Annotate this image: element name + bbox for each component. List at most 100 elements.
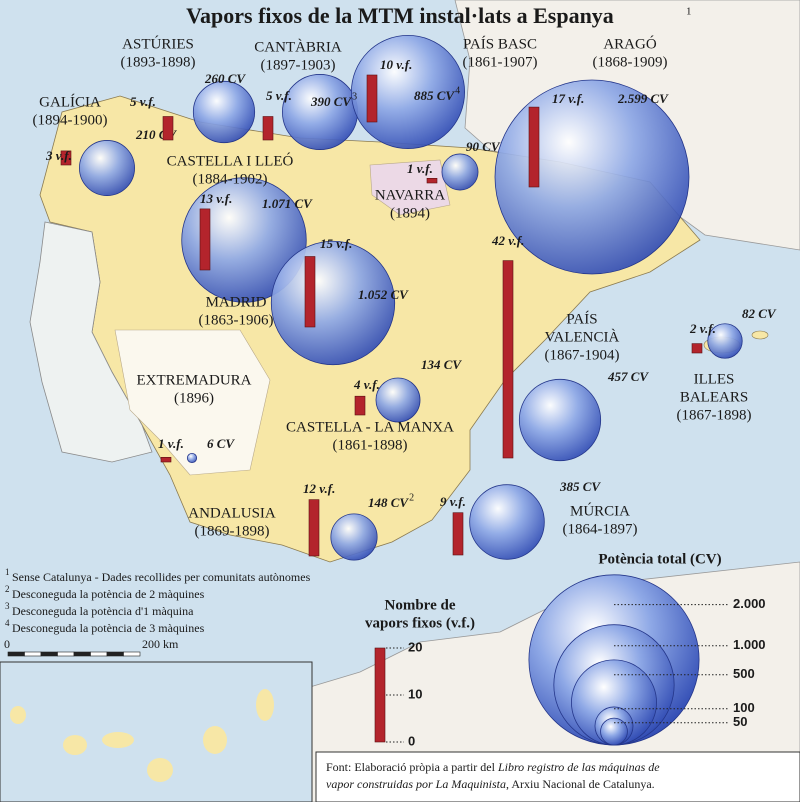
legend-bar — [374, 647, 386, 743]
power-circle — [707, 323, 743, 359]
region-name: MADRID — [206, 294, 267, 310]
region-years: (1869-1898) — [195, 523, 270, 539]
power-circle — [330, 513, 378, 561]
extremadura-area — [114, 329, 271, 476]
title: Vapors fixos de la MTM instal·lats a Esp… — [186, 3, 614, 28]
region-name: NAVARRA — [375, 187, 445, 203]
engine-bar — [60, 150, 72, 166]
cv-note: 2 — [409, 492, 414, 503]
engine-bar — [308, 499, 320, 557]
cv-label: 82 CV — [742, 306, 777, 321]
cv-label: 134 CV — [421, 357, 462, 372]
region-name: ILLES — [694, 371, 735, 387]
region-name: VALENCIÀ — [545, 328, 620, 345]
scale-segment — [40, 651, 58, 657]
vf-legend-title: Nombre de — [385, 597, 456, 613]
cv-label: 260 CV — [204, 71, 246, 86]
region-name: ANDALUSIA — [188, 505, 276, 521]
source-line: vapor construidas por La Maquinista, Arx… — [326, 777, 655, 791]
power-circle — [469, 484, 545, 560]
engine-bar — [452, 512, 464, 556]
region-name: BALEARS — [680, 389, 748, 405]
power-circle — [375, 377, 421, 423]
legend-circle — [600, 717, 628, 746]
footnote: Desconeguda la potència de 2 màquines — [12, 587, 205, 601]
region-years: (1867-1904) — [545, 347, 620, 363]
region-years: (1893-1898) — [121, 54, 196, 70]
region-name: CASTELLA - LA MANXA — [286, 419, 454, 435]
power-circle — [494, 79, 690, 275]
scale-segment — [57, 651, 75, 657]
island — [751, 330, 769, 340]
vf-legend-title: vapors fixos (v.f.) — [365, 615, 475, 631]
island — [63, 735, 87, 755]
vf-label: 5 v.f. — [130, 94, 156, 109]
title-note: 1 — [686, 6, 692, 18]
region-years: (1864-1897) — [563, 521, 638, 537]
vf-label: 3 v.f. — [45, 148, 72, 163]
region-name: CANTÀBRIA — [254, 38, 342, 55]
cv-label: 1.071 CV — [262, 196, 313, 211]
region-name: ASTÚRIES — [122, 35, 194, 52]
region-years: (1896) — [174, 390, 214, 406]
vf-label: 2 v.f. — [689, 321, 716, 336]
footnote-mark: 3 — [5, 601, 10, 611]
engine-bar — [199, 208, 211, 271]
region-years: (1867-1898) — [677, 407, 752, 423]
region-name: CASTELLA I LLEÓ — [167, 152, 294, 169]
scale-segment — [24, 651, 42, 657]
power-circle — [518, 378, 602, 462]
portugal — [29, 221, 153, 463]
engine-bar — [354, 395, 366, 416]
region-name: PAÍS — [566, 310, 597, 327]
power-circle — [79, 140, 135, 196]
vf-label: 15 v.f. — [320, 236, 352, 251]
navarra-area — [369, 159, 451, 216]
cv-tick-label: 1.000 — [733, 637, 766, 652]
cv-label: 885 CV — [414, 88, 455, 103]
vf-label: 12 v.f. — [303, 481, 335, 496]
region-years: (1894-1900) — [33, 112, 108, 128]
source-part: vapor construidas por La Maquinista — [326, 777, 506, 791]
power-circle — [350, 34, 466, 150]
island — [203, 726, 227, 754]
source-box — [315, 751, 800, 802]
cv-note: 3 — [352, 91, 357, 102]
source-part: Libro registro de las máquinas de — [497, 760, 660, 774]
region-name: EXTREMADURA — [137, 372, 252, 388]
power-circle — [270, 240, 396, 366]
region-years: (1868-1909) — [593, 54, 668, 70]
engine-bar — [502, 260, 514, 459]
island — [147, 758, 173, 782]
vf-label: 17 v.f. — [552, 91, 584, 106]
source-part: , Arxiu Nacional de Catalunya. — [506, 777, 655, 791]
engine-bar — [366, 74, 378, 123]
cv-label: 148 CV — [368, 495, 409, 510]
cv-tick-label: 500 — [733, 666, 755, 681]
region-name: PAÍS BASC — [463, 35, 537, 52]
footnote-mark: 2 — [5, 584, 10, 594]
scale-end: 200 km — [142, 637, 179, 651]
vf-label: 5 v.f. — [266, 88, 292, 103]
engine-bar — [528, 106, 540, 188]
vf-label: 42 v.f. — [491, 233, 524, 248]
power-circle — [441, 153, 479, 191]
cv-legend-title: Potència total (CV) — [598, 551, 721, 567]
vf-tick-label: 10 — [408, 686, 422, 701]
cv-label: 457 CV — [607, 369, 649, 384]
vf-tick-label: 0 — [408, 733, 415, 748]
power-circle — [192, 80, 256, 144]
cv-tick-label: 50 — [733, 714, 747, 729]
engine-bar — [304, 256, 316, 328]
vf-label: 4 v.f. — [353, 377, 380, 392]
engine-bar — [262, 116, 274, 141]
engine-bar — [426, 178, 438, 184]
scale-segment — [106, 651, 124, 657]
cv-label: 390 CV — [310, 94, 352, 109]
region-years: (1897-1903) — [261, 57, 336, 73]
power-circle — [181, 177, 307, 303]
region-years: (1861-1898) — [333, 437, 408, 453]
power-circle — [282, 74, 358, 150]
island — [256, 689, 274, 721]
